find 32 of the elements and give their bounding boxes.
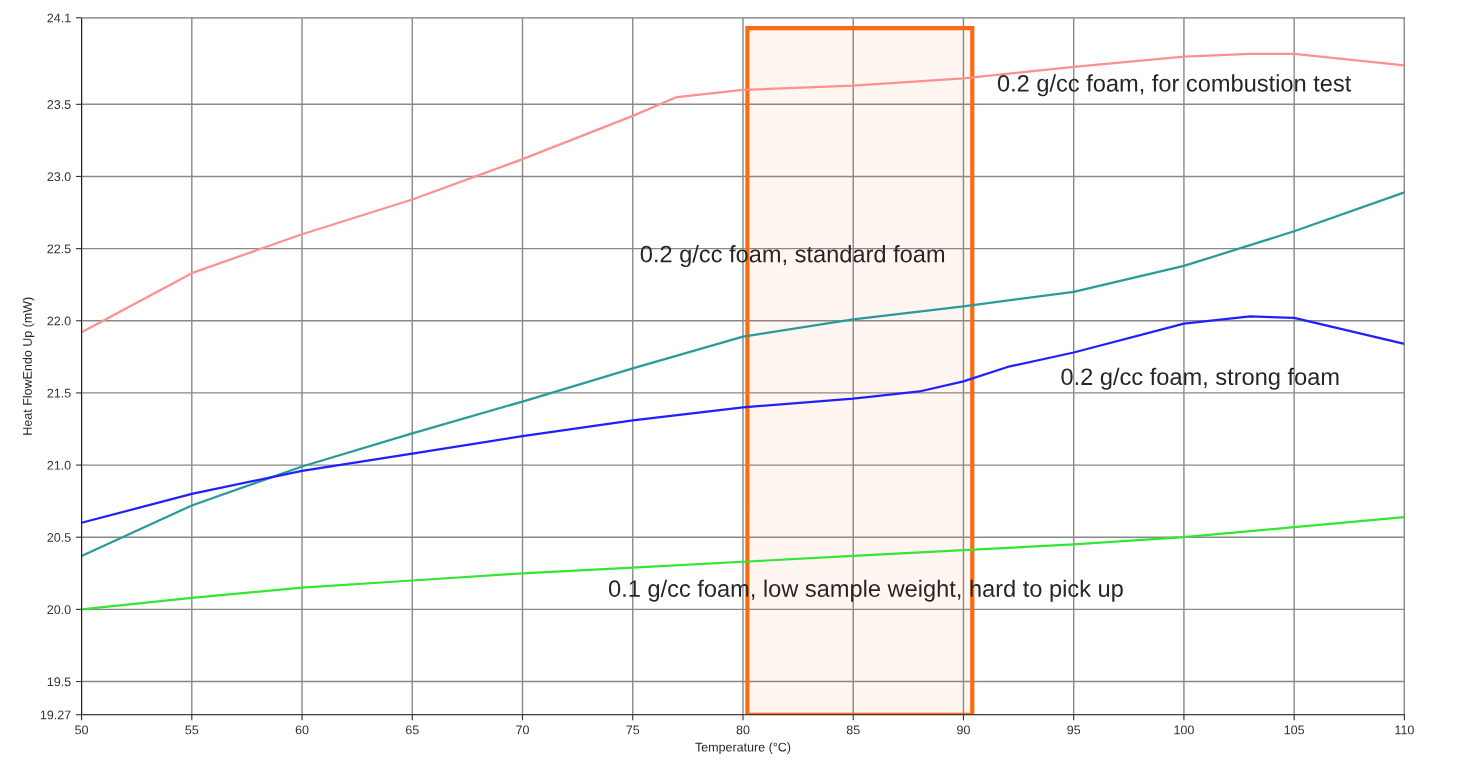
line-series [81, 315, 1405, 524]
y-tick-label: 22.5 [47, 244, 71, 254]
y-tick-label: 19.27 [40, 710, 71, 720]
x-tick-label: 65 [405, 725, 419, 735]
y-axis-title: Heat FlowEndo Up (mW) [22, 297, 35, 435]
x-tick-label: 105 [1284, 725, 1305, 735]
x-tick-label: 80 [736, 725, 750, 735]
y-tick-label: 21.5 [47, 388, 71, 398]
x-tick-label: 100 [1174, 725, 1194, 735]
y-tick-label: 23.0 [47, 172, 71, 182]
x-tick-label: 60 [295, 725, 309, 735]
x-tick-label: 55 [185, 725, 199, 735]
line-series [81, 52, 1405, 334]
line-series [81, 191, 1405, 558]
y-tick-label: 23.5 [47, 100, 71, 109]
annotation: 0.2 g/cc foam, for combustion test [997, 74, 1352, 97]
annotation: 0.2 g/cc foam, strong foam [1061, 367, 1339, 390]
x-tick-label: 90 [957, 725, 970, 735]
line-series [81, 515, 1405, 611]
x-axis-title: Temperature (°C) [695, 742, 791, 754]
x-tick-label: 95 [1067, 725, 1081, 735]
y-tick-label: 24.1 [47, 13, 71, 23]
x-tick-label: 110 [1395, 725, 1414, 735]
y-tick-label: 20.5 [47, 533, 71, 542]
y-tick-label: 21.0 [47, 460, 71, 470]
y-tick-label: 22.0 [47, 316, 71, 326]
y-tick-label: 20.0 [47, 605, 71, 615]
x-tick-label: 75 [626, 725, 640, 735]
x-tick-label: 50 [75, 725, 89, 735]
x-tick-label: 85 [846, 725, 860, 735]
x-tick-label: 70 [516, 725, 529, 735]
y-tick-label: 19.5 [47, 677, 71, 687]
